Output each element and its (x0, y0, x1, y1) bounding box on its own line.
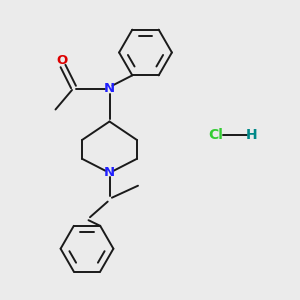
Text: Cl: Cl (208, 128, 224, 142)
Text: H: H (246, 128, 258, 142)
Text: N: N (104, 166, 115, 179)
Text: N: N (104, 82, 115, 95)
Text: O: O (56, 54, 67, 68)
